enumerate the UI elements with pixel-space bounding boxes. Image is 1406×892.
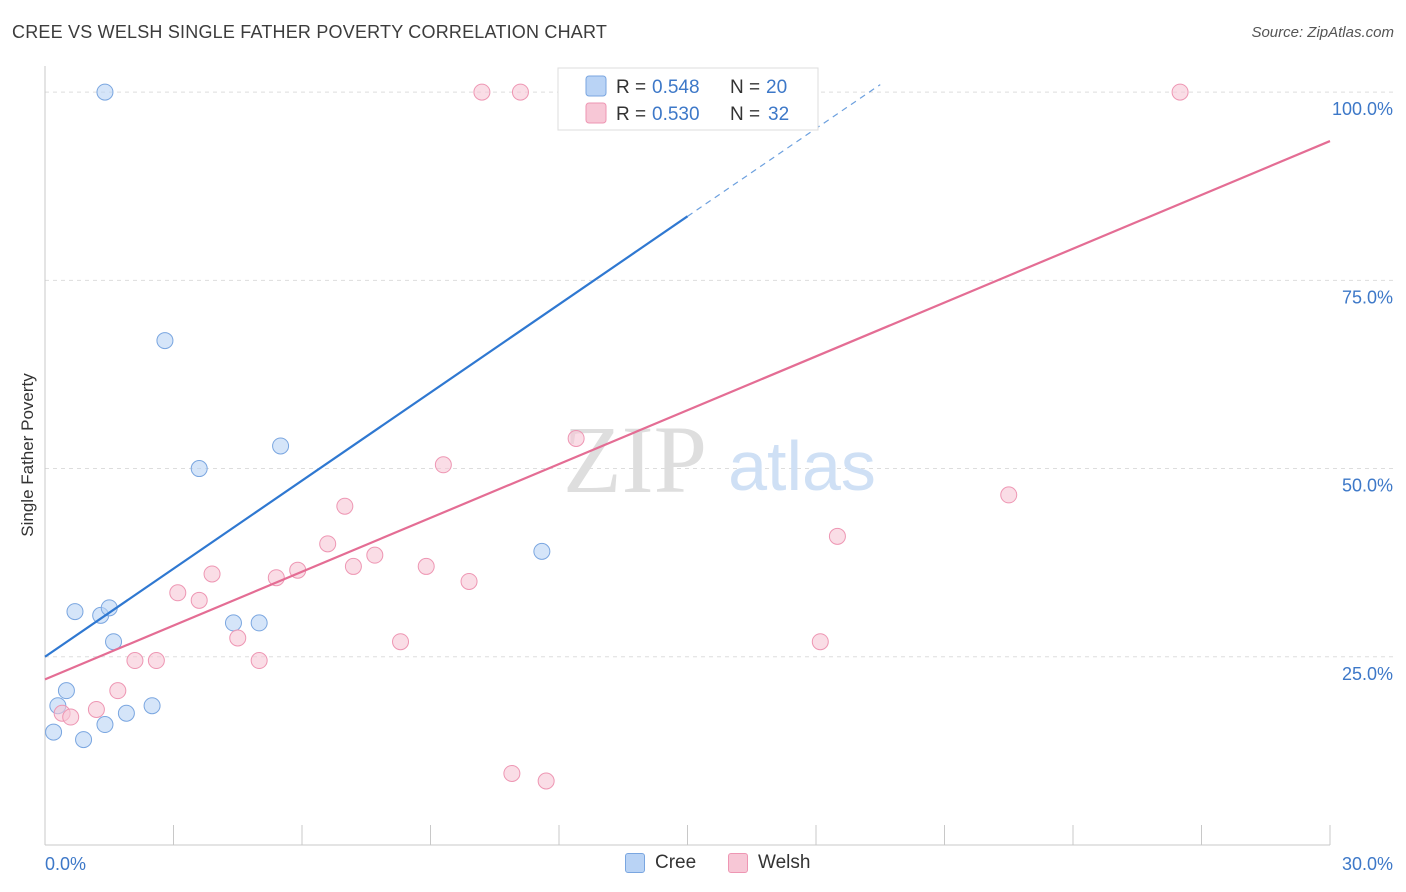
cree-point-5	[272, 437, 290, 455]
bottom-legend-welsh-label: Welsh	[758, 852, 811, 873]
legend-cree-n-label: N =	[730, 77, 760, 98]
welsh-point-20	[229, 629, 247, 647]
welsh-point-7	[1000, 486, 1018, 504]
trend-layer	[44, 84, 1331, 681]
cree-point-6	[533, 542, 551, 560]
welsh-point-9	[828, 527, 846, 545]
bottom-legend-cree: Cree	[625, 852, 696, 874]
welsh-point-30	[503, 764, 521, 782]
cree-point-13	[57, 682, 75, 700]
cree-point-18	[45, 723, 63, 741]
watermark: ZIP atlas	[563, 406, 876, 513]
welsh-point-21	[392, 633, 410, 651]
legend-welsh-swatch	[585, 102, 607, 124]
legend-cree-swatch	[585, 75, 607, 97]
welsh-point-15	[344, 557, 362, 575]
cree-point-17	[96, 716, 114, 734]
welsh-point-12	[203, 565, 221, 583]
cree-point-11	[224, 614, 242, 632]
cree-point-15	[143, 697, 161, 715]
welsh-trend-line	[44, 140, 1331, 681]
welsh-point-24	[147, 652, 165, 670]
bottom-legend-welsh: Welsh	[728, 852, 810, 874]
grid-layer	[45, 91, 1395, 658]
cree-point-7	[66, 603, 84, 621]
legend-cree-n-value: 20	[766, 77, 787, 98]
welsh-point-22	[811, 633, 829, 651]
legend-cree-r-value: 0.548	[652, 77, 700, 98]
cree-point-0	[96, 83, 114, 101]
y-tick-label-2: 75.0%	[1342, 287, 1393, 307]
welsh-point-4	[1171, 83, 1189, 101]
welsh-point-17	[460, 572, 478, 590]
welsh-point-11	[366, 546, 384, 564]
legend-welsh-r-value: 0.530	[652, 104, 700, 125]
bottom-legend-cree-label: Cree	[655, 852, 697, 873]
welsh-point-29	[62, 708, 80, 726]
cree-trend-extension	[687, 84, 881, 217]
legend-box: R = 0.548 N = 20 R = 0.530 N = 32	[557, 67, 819, 131]
y-tick-label-3: 100.0%	[1332, 99, 1393, 119]
axis-layer	[44, 66, 1331, 846]
legend-welsh-r-label: R =	[616, 104, 646, 125]
x-tick-label-1: 30.0%	[1342, 854, 1393, 874]
welsh-point-16	[417, 557, 435, 575]
welsh-point-6	[434, 456, 452, 474]
welsh-point-8	[336, 497, 354, 515]
welsh-point-25	[250, 652, 268, 670]
welsh-point-23	[126, 652, 144, 670]
bottom-legend: Cree Welsh	[0, 852, 1406, 878]
welsh-point-5	[567, 429, 585, 447]
source-label: Source: ZipAtlas.com	[1251, 24, 1394, 41]
y-tick-label-1: 50.0%	[1342, 476, 1393, 496]
welsh-point-10	[319, 535, 337, 553]
welsh-point-19	[190, 591, 208, 609]
y-tick-label-0: 25.0%	[1342, 664, 1393, 684]
welsh-point-26	[109, 682, 127, 700]
legend-welsh-n-value: 32	[768, 104, 789, 125]
watermark-atlas: atlas	[728, 427, 876, 505]
y-axis-label: Single Father Poverty	[18, 373, 37, 537]
bottom-legend-welsh-swatch	[728, 853, 748, 873]
cree-point-3	[156, 332, 174, 350]
cree-trend-line	[44, 215, 689, 658]
bottom-legend-cree-swatch	[625, 853, 645, 873]
welsh-point-18	[169, 584, 187, 602]
legend-cree-r-label: R =	[616, 77, 646, 98]
tick-label-layer: 25.0% 50.0% 75.0% 100.0% 0.0% 30.0%	[45, 99, 1393, 874]
watermark-zip: ZIP	[563, 406, 707, 513]
x-tick-label-0: 0.0%	[45, 854, 86, 874]
cree-point-12	[250, 614, 268, 632]
welsh-point-0	[473, 83, 491, 101]
cree-point-16	[117, 704, 135, 722]
chart-title: CREE VS WELSH SINGLE FATHER POVERTY CORR…	[12, 22, 608, 42]
welsh-point-31	[537, 772, 555, 790]
legend-welsh-n-label: N =	[730, 104, 760, 125]
cree-point-19	[75, 731, 93, 749]
cree-point-4	[190, 460, 208, 478]
welsh-point-27	[87, 700, 105, 718]
welsh-point-1	[511, 83, 529, 101]
